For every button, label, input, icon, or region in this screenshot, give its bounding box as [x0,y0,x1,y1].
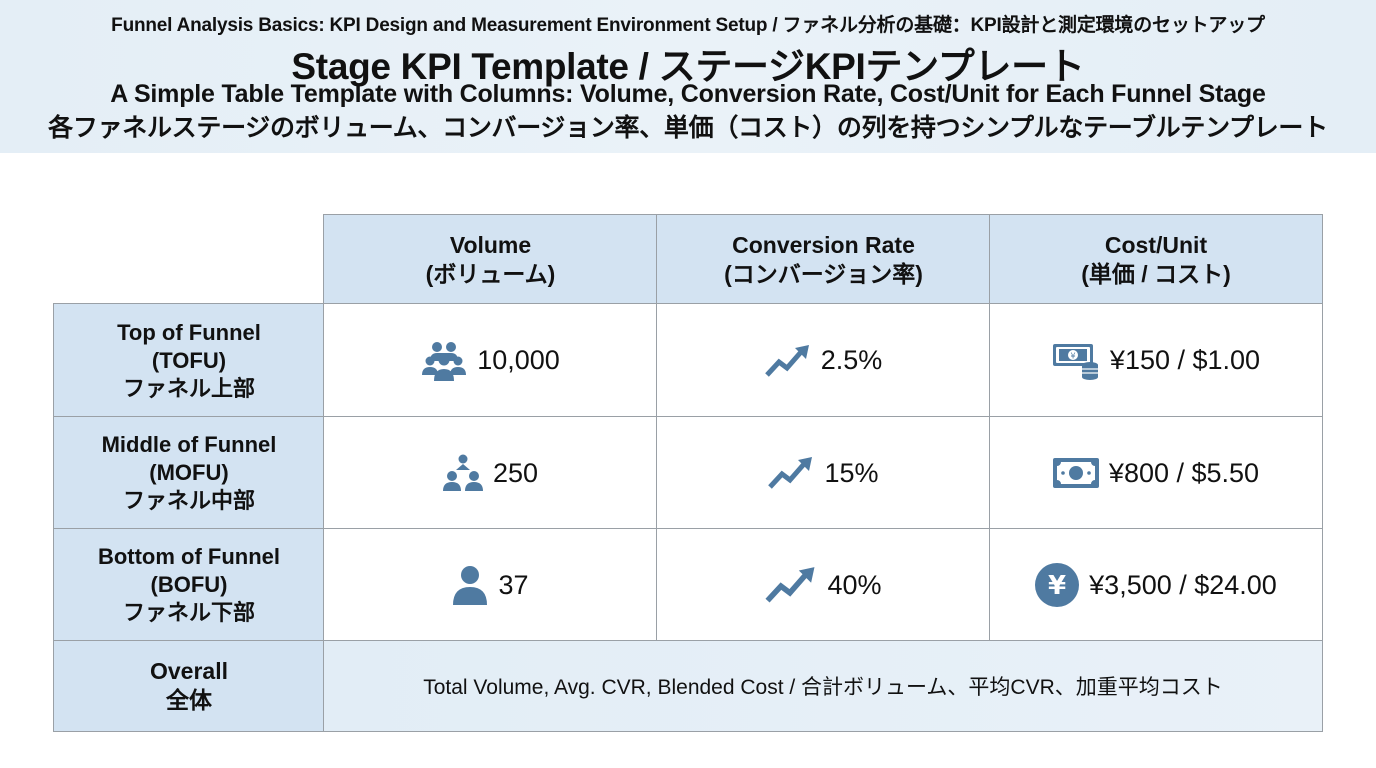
stage-name-ja: ファネル中部 [122,488,255,513]
stage-name-en: Bottom of Funnel [97,544,281,569]
stage-abbr: (BOFU) [150,572,228,597]
column-header-label-en: Cost/Unit [1104,231,1208,258]
tofu-cost-cell: ¥ ¥150 / $1.00 [989,303,1323,418]
row-header-overall: Overall 全体 [53,640,325,732]
header-band: Funnel Analysis Basics: KPI Design and M… [0,0,1376,153]
cost-value: ¥800 / $5.50 [1108,457,1260,488]
conversion-rate-value: 2.5% [820,345,883,375]
stage-name-en: Middle of Funnel [101,432,277,457]
column-header-cost-unit: Cost/Unit (単価 / コスト) [989,214,1323,305]
bofu-volume-cell: 37 [323,528,658,642]
stage-abbr: (MOFU) [149,460,229,485]
volume-value: 37 [498,569,529,600]
stage-name-ja: ファネル下部 [122,600,255,625]
svg-text:¥: ¥ [1048,571,1066,601]
bofu-conversion-cell: 40% [656,528,991,642]
mofu-conversion-cell: 15% [656,416,991,530]
subtitle-japanese: 各ファネルステージのボリューム、コンバージョン率、単価（コスト）の列を持つシンプ… [48,114,1328,142]
group-small-icon [442,454,483,492]
group-large-icon [421,341,467,381]
tofu-conversion-cell: 2.5% [656,303,991,418]
volume-value: 250 [492,457,539,488]
column-header-label-en: Volume [449,231,532,258]
row-header-tofu: Top of Funnel (TOFU) ファネル上部 [53,303,325,418]
stage-name-en: Top of Funnel [117,319,261,345]
column-header-label-en: Conversion Rate [732,231,915,258]
bofu-cost-cell: ¥ ¥3,500 / $24.00 [989,528,1323,642]
stage-name-ja: ファネル上部 [122,375,255,401]
trend-up-icon [764,344,811,378]
page-title: Stage KPI Template / ステージKPIテンプレート [291,46,1085,87]
mofu-volume-cell: 250 [323,416,658,530]
svg-text:¥: ¥ [1070,351,1075,360]
column-header-volume: Volume (ボリューム) [323,214,658,305]
banknote-icon [1052,458,1099,488]
column-header-label-ja: (単価 / コスト) [1081,260,1231,287]
course-title: Funnel Analysis Basics: KPI Design and M… [111,15,1265,36]
column-header-label-ja: (ボリューム) [425,260,556,287]
stage-abbr: (TOFU) [151,347,227,373]
overall-summary-text: Total Volume, Avg. CVR, Blended Cost / 合… [423,676,1223,699]
column-header-label-ja: (コンバージョン率) [724,260,923,287]
conversion-rate-value: 40% [827,569,882,600]
cash-coins-icon: ¥ [1052,341,1100,381]
yen-coin-icon: ¥ [1035,563,1080,607]
overall-label-ja: 全体 [166,687,212,713]
subtitle-english: A Simple Table Template with Columns: Vo… [110,80,1266,108]
person-icon [452,565,488,605]
mofu-cost-cell: ¥800 / $5.50 [989,416,1323,530]
row-header-mofu: Middle of Funnel (MOFU) ファネル中部 [53,416,325,530]
cost-value: ¥3,500 / $24.00 [1089,569,1277,600]
volume-value: 10,000 [477,345,560,375]
trend-up-icon [765,566,817,604]
overall-label-en: Overall [150,658,228,684]
trend-up-icon [768,456,814,490]
cost-value: ¥150 / $1.00 [1109,345,1261,375]
column-header-conversion-rate: Conversion Rate (コンバージョン率) [656,214,991,305]
row-header-bofu: Bottom of Funnel (BOFU) ファネル下部 [53,528,325,642]
conversion-rate-value: 15% [824,457,879,488]
tofu-volume-cell: 10,000 [323,303,658,418]
overall-summary-cell: Total Volume, Avg. CVR, Blended Cost / 合… [323,640,1323,732]
